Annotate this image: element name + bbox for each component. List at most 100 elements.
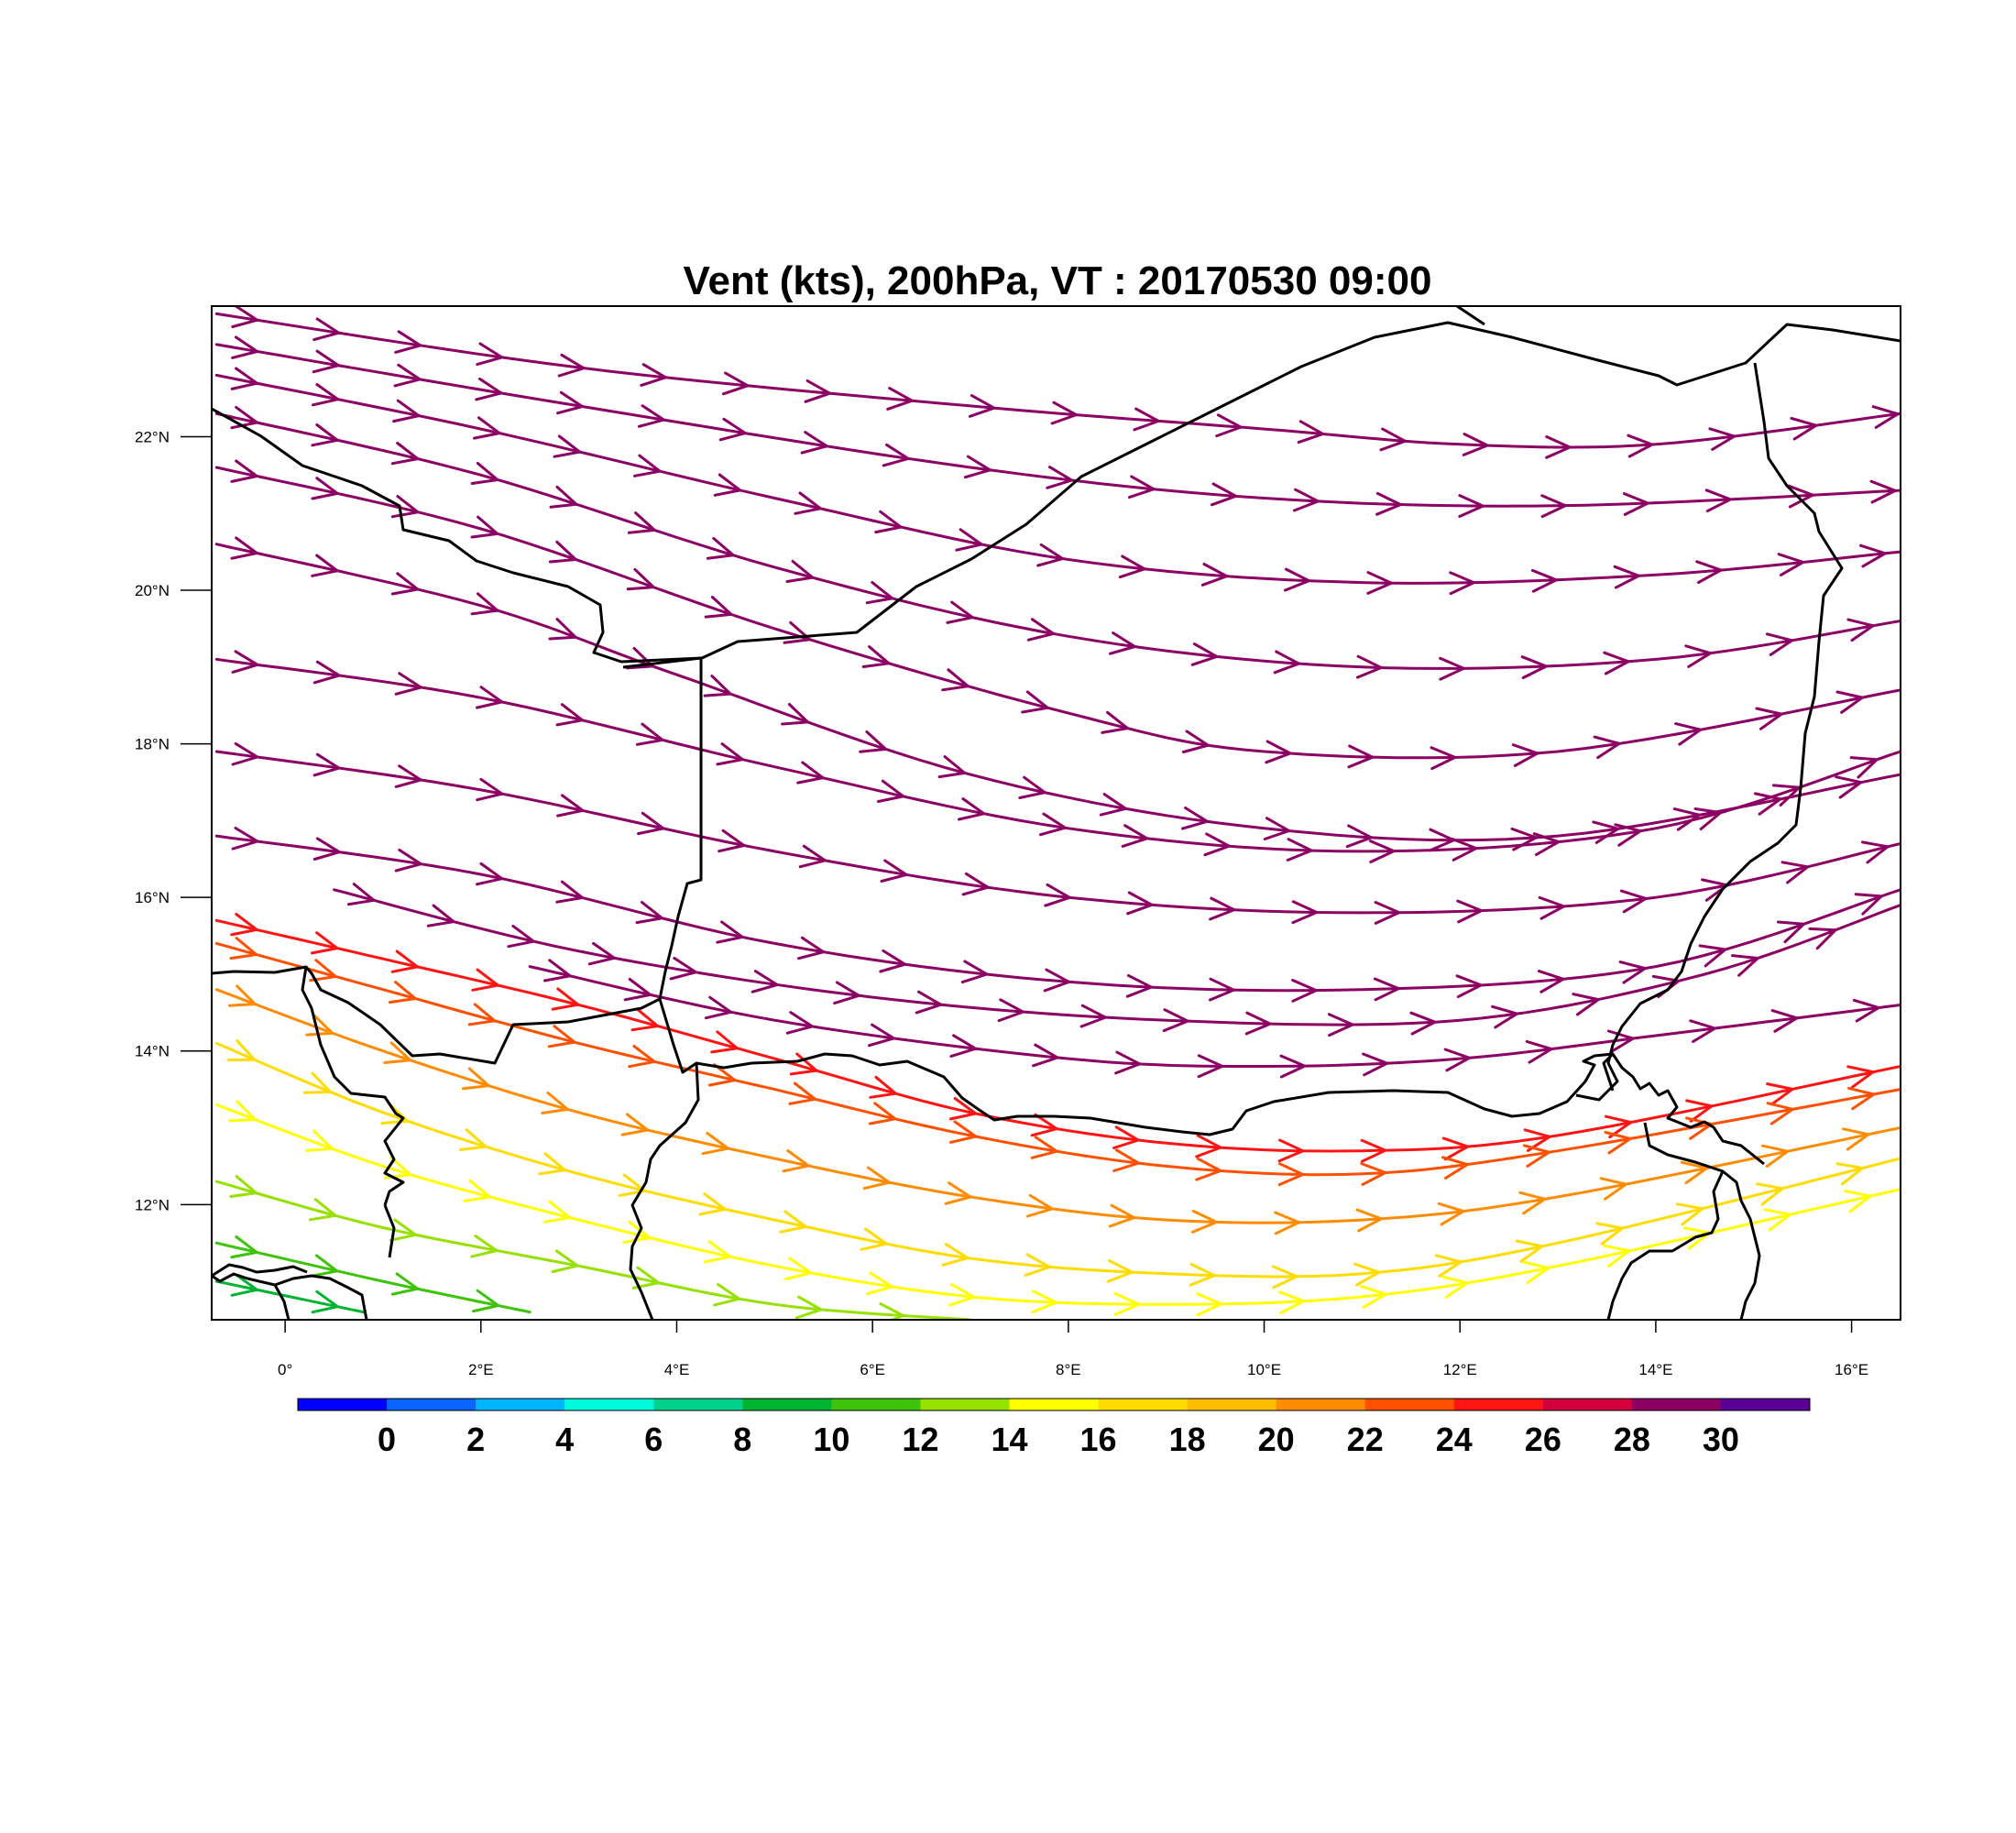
- streamline: [214, 1039, 1901, 1290]
- lat-tick-label: 20°N: [135, 582, 170, 599]
- colorbar-label: 0: [378, 1421, 396, 1458]
- streamline-arrowheads: [230, 1235, 500, 1313]
- border-line: [273, 1284, 290, 1320]
- streamline-path: [214, 312, 1901, 449]
- lon-tick-label: 2°E: [468, 1361, 494, 1378]
- streamline-path: [214, 1103, 1901, 1306]
- plot-area: [212, 306, 1901, 1320]
- border-line: [696, 1052, 1587, 1136]
- colorbar-box: [476, 1399, 565, 1410]
- streamline-path: [214, 373, 1901, 585]
- longitude-axis: 0° 2°E 4°E 6°E 8°E 10°E 12°E 14°E 16°E: [278, 1320, 1868, 1378]
- streamline: [214, 650, 1901, 863]
- border-line: [1456, 306, 1485, 326]
- border-line: [1606, 1170, 1725, 1320]
- streamline-path: [214, 466, 1901, 760]
- colorbar-label: 2: [466, 1421, 485, 1458]
- streamline: [333, 883, 1901, 1037]
- lon-tick-label: 14°E: [1638, 1361, 1672, 1378]
- colorbar-label: 16: [1080, 1421, 1117, 1458]
- lat-tick-label: 16°N: [135, 889, 170, 906]
- border-line: [1575, 362, 1844, 1102]
- streamline-arrowheads: [231, 650, 1879, 863]
- colorbar-label: 26: [1525, 1421, 1561, 1458]
- streamline-path: [214, 1241, 531, 1314]
- streamline-path: [214, 918, 1901, 1153]
- plot-frame: [211, 305, 1901, 1321]
- border-line: [1582, 1052, 1765, 1166]
- border-line: [212, 1272, 368, 1320]
- lon-tick-label: 0°: [278, 1361, 292, 1378]
- streamline-path: [214, 1041, 1901, 1279]
- streamline: [214, 459, 1901, 771]
- country-borders: [212, 306, 1901, 1320]
- streamline: [214, 536, 1901, 852]
- colorbar-label: 28: [1614, 1421, 1650, 1458]
- lon-tick-label: 6°E: [860, 1361, 885, 1378]
- colorbar-box: [387, 1399, 477, 1410]
- border-line: [383, 1204, 396, 1258]
- colorbar-label: 20: [1258, 1421, 1295, 1458]
- border-line: [212, 1263, 308, 1278]
- colorbar-box: [1187, 1399, 1277, 1410]
- colorbar-label: 10: [813, 1421, 849, 1458]
- colorbar-box: [298, 1399, 388, 1410]
- lon-tick-label: 12°E: [1443, 1361, 1477, 1378]
- colorbar-frame: [297, 1398, 1811, 1411]
- streamline-layer: [214, 306, 1901, 1320]
- colorbar-box: [742, 1399, 832, 1410]
- streamline-arrowheads: [543, 959, 1880, 1079]
- streamline-arrowheads: [231, 827, 1883, 1003]
- border-line: [1602, 1052, 1615, 1092]
- border-line: [629, 998, 700, 1320]
- lon-tick-label: 8°E: [1056, 1361, 1081, 1378]
- colorbar-box: [564, 1399, 654, 1410]
- streamline-path: [214, 657, 1901, 853]
- streamline: [214, 984, 1901, 1235]
- border-line: [1643, 1122, 1761, 1320]
- colorbar-label: 22: [1347, 1421, 1384, 1458]
- streamline-arrowheads: [230, 367, 1887, 596]
- lon-tick-label: 16°E: [1835, 1361, 1868, 1378]
- streamline-path: [333, 888, 1901, 1026]
- latitude-axis: 12°N 14°N 16°N 18°N 20°N 22°N: [135, 428, 212, 1213]
- colorbar-box: [653, 1399, 743, 1410]
- colorbar: 0 2 4 6 8 10 12 14 16 18 20 22 24 26 28 30: [297, 1398, 1811, 1458]
- streamline-arrowheads: [229, 937, 1876, 1187]
- streamline-path: [214, 543, 1901, 842]
- colorbar-box: [1276, 1399, 1366, 1410]
- streamline: [214, 1273, 366, 1314]
- colorbar-label: 24: [1436, 1421, 1473, 1458]
- streamline: [214, 937, 1901, 1187]
- colorbar-label: 18: [1169, 1421, 1206, 1458]
- colorbar-box: [1009, 1399, 1100, 1410]
- border-line: [212, 656, 703, 1065]
- streamline-path: [214, 412, 1901, 670]
- streamline-arrowheads: [231, 335, 1897, 519]
- colorbar-box: [1098, 1399, 1189, 1410]
- colorbar-label: 12: [902, 1421, 938, 1458]
- border-line: [301, 966, 405, 1206]
- streamline-arrowheads: [230, 536, 1863, 852]
- streamline: [214, 741, 1901, 925]
- lat-tick-label: 18°N: [135, 736, 170, 753]
- colorbar-box: [1631, 1399, 1722, 1410]
- streamline-path: [214, 343, 1901, 508]
- chart-title: Vent (kts), 200hPa, VT : 20170530 09:00: [684, 258, 1432, 303]
- streamline-arrowheads: [229, 1175, 905, 1320]
- lat-tick-label: 14°N: [135, 1043, 170, 1060]
- streamline-arrowheads: [230, 1273, 339, 1314]
- colorbar-label: 6: [644, 1421, 663, 1458]
- colorbar-box: [920, 1399, 1010, 1410]
- streamline-arrowheads: [230, 459, 1864, 771]
- streamline: [214, 1175, 972, 1320]
- lon-tick-label: 4°E: [664, 1361, 690, 1378]
- streamline-arrowheads: [227, 1039, 1864, 1290]
- streamline-arrowheads: [228, 984, 1870, 1235]
- streamline: [528, 959, 1901, 1079]
- colorbar-box: [1364, 1399, 1455, 1410]
- lat-tick-label: 22°N: [135, 428, 170, 445]
- streamline-arrowheads: [230, 913, 1875, 1163]
- colorbar-label: 4: [555, 1421, 574, 1458]
